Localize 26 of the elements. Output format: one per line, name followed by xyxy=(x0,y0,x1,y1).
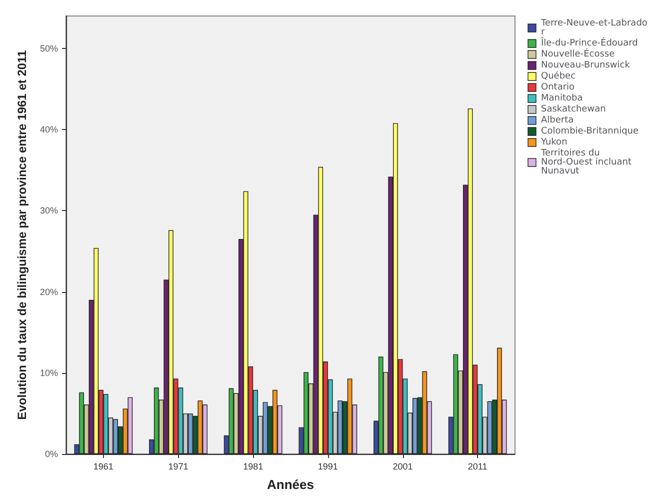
y-tick-label: 20% xyxy=(40,286,58,297)
legend-label: Manitoba xyxy=(541,94,583,104)
legend-label: Ontario xyxy=(541,82,576,92)
legend-label: Nouveau-Brunswick xyxy=(541,60,631,70)
legend-label: Saskatchewan xyxy=(541,104,606,114)
x-tick-label: 1961 xyxy=(93,462,114,472)
legend-label: Colombie-Britannique xyxy=(541,126,639,136)
y-tick-label: 40% xyxy=(40,124,58,135)
y-axis-title: Evolution du taux de bilinguisme par province entre 1961 et 2011 xyxy=(15,50,29,420)
legend-label: Yukon xyxy=(540,138,568,148)
y-tick-label: 10% xyxy=(40,368,58,378)
legend-label: Territoires du Nord-Ouest incluant Nunavut xyxy=(540,148,634,176)
legend-label: Île-du-Prince-Édouard xyxy=(540,36,638,48)
x-tick-label: 2001 xyxy=(392,462,413,472)
legend-label: Terre-Neuve-et-Labrador xyxy=(540,18,648,38)
y-tick-label: 0% xyxy=(44,449,58,459)
y-tick-label: 50% xyxy=(40,43,58,54)
legend-label: Alberta xyxy=(541,116,574,126)
x-tick-label: 1981 xyxy=(243,462,264,472)
x-tick-label: 1971 xyxy=(168,462,188,472)
legend-label: Québec xyxy=(541,70,576,82)
legend-label: Nouvelle-Écosse xyxy=(541,48,616,60)
x-tick-label: 1991 xyxy=(318,462,338,472)
x-axis-title: Années xyxy=(267,477,314,492)
x-tick-label: 2011 xyxy=(468,462,488,472)
y-tick-label: 30% xyxy=(40,206,58,216)
